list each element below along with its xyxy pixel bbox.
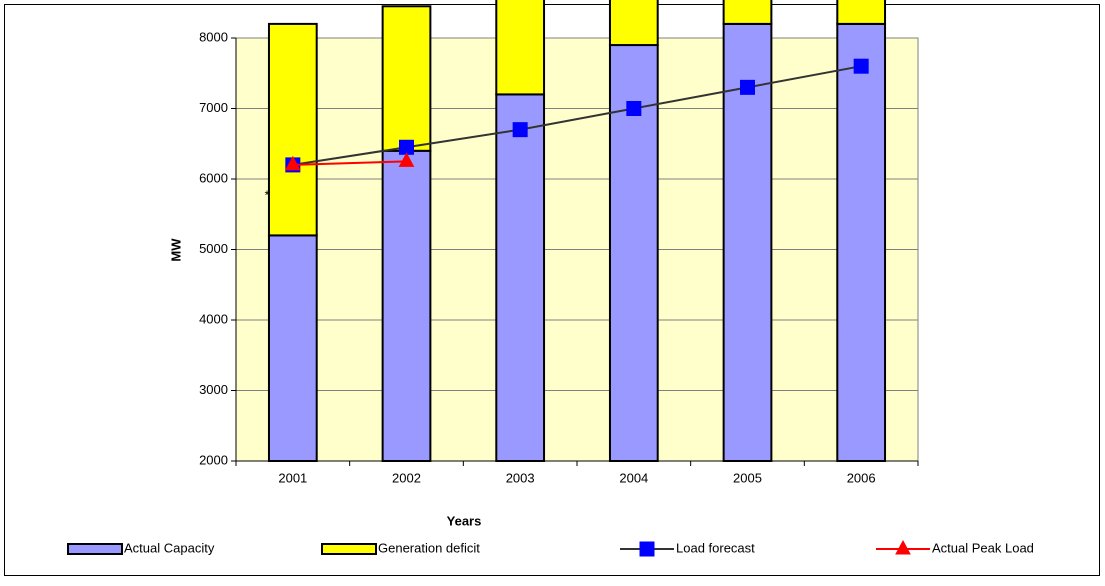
marker <box>639 541 655 557</box>
y-tick-label: 4000 <box>199 311 228 326</box>
marker <box>399 139 414 155</box>
marker <box>626 101 642 116</box>
marker <box>853 58 869 74</box>
marker <box>895 539 911 555</box>
y-tick-label: 6000 <box>199 170 228 185</box>
bar <box>267 234 318 462</box>
bar <box>495 93 546 463</box>
bar <box>267 22 318 237</box>
bar <box>495 0 546 96</box>
y-tick-label: 3000 <box>199 382 228 397</box>
line <box>292 65 862 166</box>
x-tick-label: 2003 <box>506 470 535 485</box>
x-tick-label: 2004 <box>619 470 648 485</box>
y-tick-label: 7000 <box>199 100 228 115</box>
marker <box>740 79 755 95</box>
legend-label: Actual Capacity <box>124 540 215 555</box>
bar <box>381 5 432 152</box>
y-tick-label: 2000 <box>199 452 228 467</box>
marker <box>398 152 415 167</box>
x-tick-label: 2005 <box>733 470 762 485</box>
line <box>292 160 407 166</box>
bar <box>722 0 773 25</box>
bar <box>836 0 887 25</box>
bar <box>381 149 432 463</box>
x-tick-label: 2006 <box>847 470 876 485</box>
x-tick-label: 2002 <box>392 470 421 485</box>
bar <box>608 0 659 47</box>
x-tick-label: 2001 <box>278 470 307 485</box>
y-axis-title: MW <box>168 238 183 262</box>
bar <box>722 22 773 463</box>
legend-label: Load forecast <box>676 540 755 555</box>
y-tick-label: 5000 <box>199 241 228 256</box>
legend-swatch <box>321 543 377 555</box>
marker <box>284 155 301 171</box>
legend-label: Actual Peak Load <box>932 540 1034 555</box>
annotation: * <box>264 187 269 202</box>
legend-swatch <box>67 543 123 555</box>
bar <box>836 22 887 463</box>
y-tick-label: 8000 <box>199 29 228 44</box>
x-axis-title: Years <box>447 513 482 528</box>
legend-label: Generation deficit <box>378 540 480 555</box>
marker <box>512 122 528 138</box>
